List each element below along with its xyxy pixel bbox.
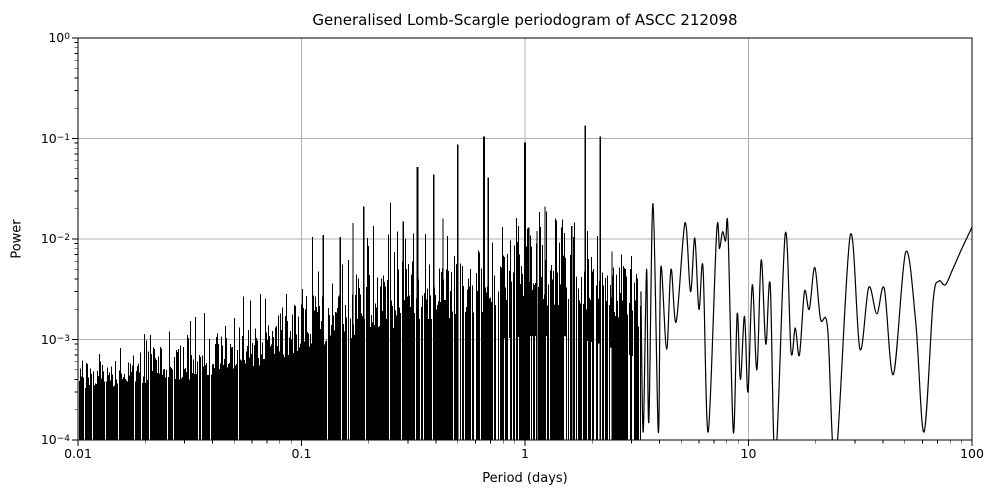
y-axis-label: Power <box>9 219 25 259</box>
y-tick-label: 10−4 <box>40 431 70 447</box>
y-tick-label: 10−2 <box>40 230 70 246</box>
chart-title: Generalised Lomb-Scargle periodogram of … <box>312 11 738 29</box>
peak-spikes-medium <box>311 202 633 440</box>
noise-mass <box>79 211 641 440</box>
peak-spikes-tall <box>416 125 602 440</box>
y-tick-label: 10−1 <box>41 132 70 145</box>
y-tick-base: 10 <box>40 230 57 246</box>
y-tick-exponent: −2 <box>56 232 70 243</box>
y-tick-base: 10 <box>48 29 65 45</box>
y-tick-base: 10 <box>40 130 57 146</box>
y-tick-exponent: −1 <box>56 132 70 143</box>
x-tick-label: 10 <box>740 446 757 461</box>
x-tick-label: 100 <box>960 446 984 461</box>
y-tick-exponent: −4 <box>56 433 70 444</box>
x-tick-label: 0.01 <box>64 446 92 461</box>
axis-ticks <box>72 37 973 446</box>
resolved-lobes <box>640 202 972 440</box>
x-axis-label: Period (days) <box>482 471 568 486</box>
y-tick-label: 100 <box>48 29 70 45</box>
x-tick-label: 1 <box>521 446 529 461</box>
y-tick-exponent: 0 <box>64 31 70 42</box>
x-tick-label: 0.1 <box>291 446 312 461</box>
series-periodogram <box>79 125 972 440</box>
y-tick-exponent: −3 <box>56 333 70 344</box>
y-tick-base: 10 <box>40 331 57 347</box>
y-tick-label: 10−3 <box>41 333 70 346</box>
y-tick-base: 10 <box>40 431 57 447</box>
